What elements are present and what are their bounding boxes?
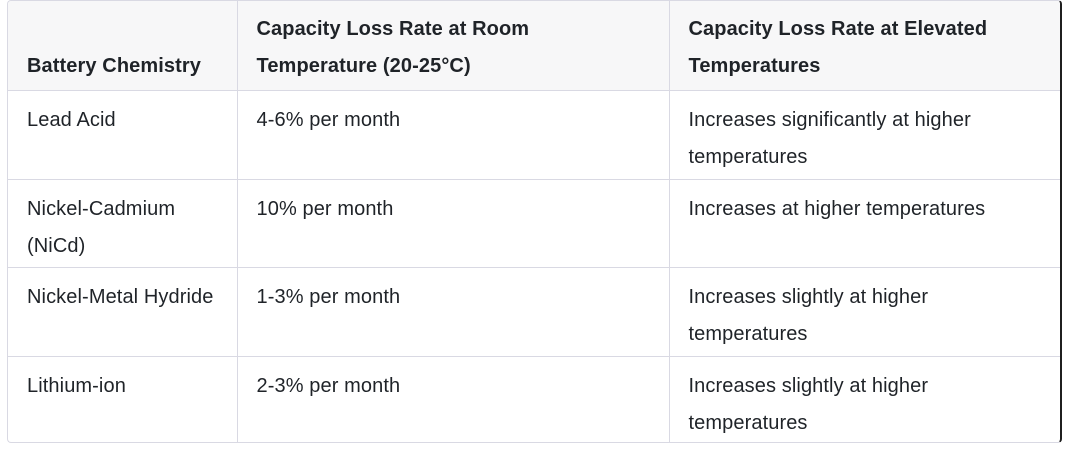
- cell-elevated-temp: Increases slightly at higher temperature…: [688, 374, 929, 434]
- battery-capacity-table-container: Battery Chemistry Capacity Loss Rate at …: [7, 0, 1062, 443]
- cell-room-temp: 4-6% per month: [237, 90, 670, 180]
- cell-room-temp: 10% per month: [237, 179, 670, 268]
- table-row: Nickel-Metal Hydride 1-3% per month Incr…: [8, 267, 1060, 357]
- table-row: Nickel-Cadmium (NiCd) 10% per month Incr…: [8, 179, 1060, 268]
- cell-chemistry: Nickel-Cadmium (NiCd): [8, 179, 238, 268]
- table-body: Lead Acid 4-6% per month Increases signi…: [8, 90, 1060, 442]
- cell-elevated-temp: Increases at higher temperatures: [669, 179, 1060, 268]
- cell-chemistry: Lead Acid: [8, 90, 238, 180]
- header-battery-chemistry: Battery Chemistry: [8, 1, 238, 91]
- header-room-temp-loss: Capacity Loss Rate at Room Temperature (…: [237, 1, 670, 91]
- table-row: Lithium-ion 2-3% per month Increases sli…: [8, 356, 1060, 442]
- cell-chemistry: Nickel-Metal Hydride: [8, 267, 238, 357]
- cell-elevated-temp: Increases significantly at higher temper…: [669, 90, 1060, 180]
- table-row: Lead Acid 4-6% per month Increases signi…: [8, 90, 1060, 180]
- header-row: Battery Chemistry Capacity Loss Rate at …: [8, 1, 1060, 91]
- cell-elevated-temp: Increases slightly at higher temperature…: [669, 267, 1060, 357]
- cell-room-temp: 2-3% per month: [237, 356, 670, 442]
- cell-room-temp: 1-3% per month: [237, 267, 670, 357]
- table-header: Battery Chemistry Capacity Loss Rate at …: [8, 1, 1060, 91]
- battery-capacity-table: Battery Chemistry Capacity Loss Rate at …: [8, 1, 1060, 442]
- header-elevated-temp-loss: Capacity Loss Rate at Elevated Temperatu…: [669, 1, 1060, 91]
- cell-chemistry: Lithium-ion: [8, 356, 238, 442]
